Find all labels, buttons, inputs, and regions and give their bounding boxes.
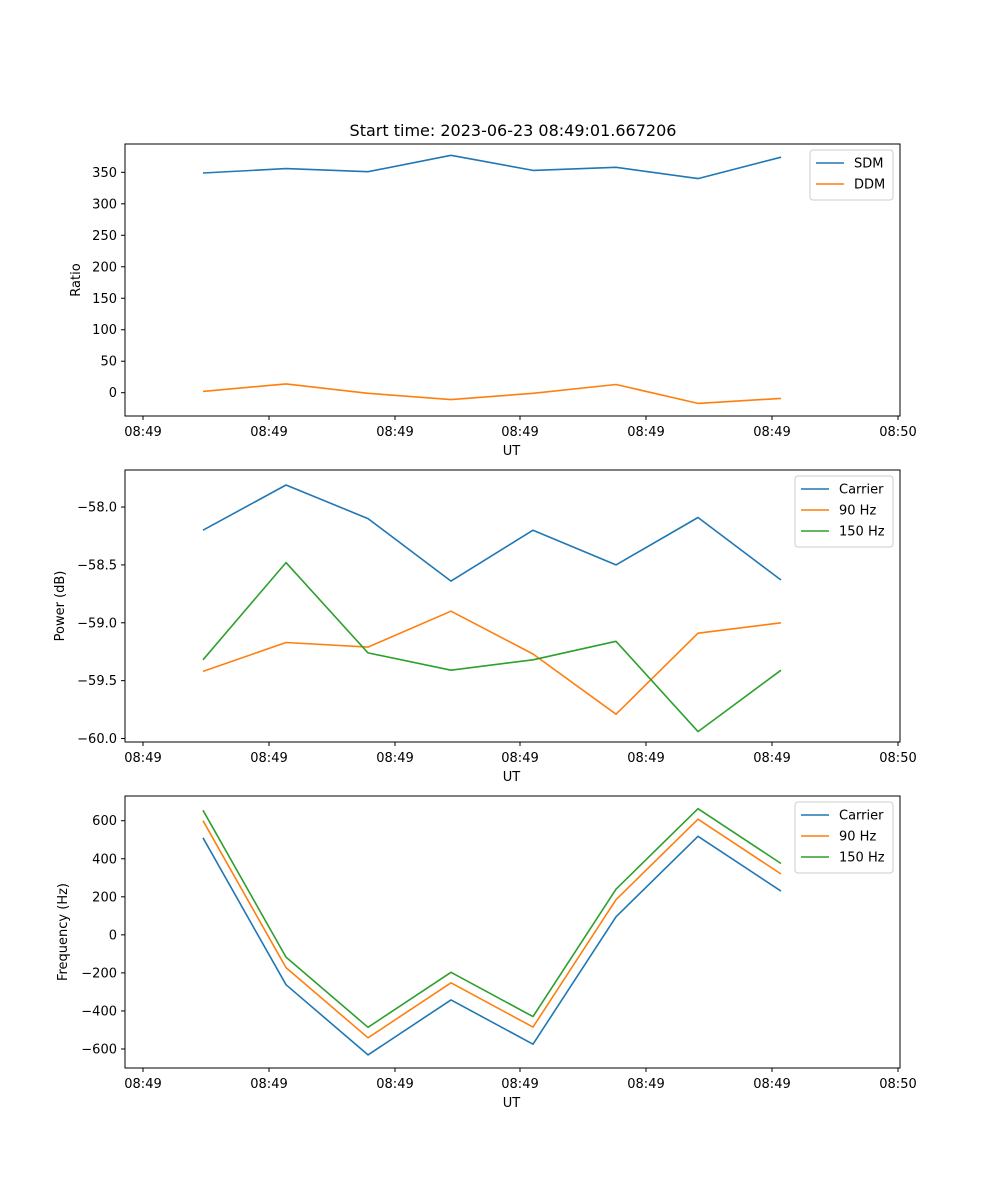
x-tick-label: 08:49 — [376, 751, 413, 766]
legend-label: Carrier — [839, 809, 884, 824]
y-tick-label: −400 — [81, 1004, 117, 1019]
y-tick-label: 0 — [109, 386, 117, 401]
y-axis-label: Ratio — [69, 263, 84, 296]
y-tick-label: 50 — [100, 355, 117, 370]
legend-box — [794, 801, 894, 874]
x-tick-label: 08:49 — [627, 425, 664, 440]
x-tick-label: 08:49 — [376, 425, 413, 440]
x-tick-label: 08:49 — [250, 751, 287, 766]
x-tick-label: 08:49 — [124, 1077, 161, 1092]
y-tick-label: −59.0 — [77, 616, 117, 631]
y-tick-label: 0 — [109, 928, 117, 943]
x-tick-label: 08:49 — [753, 425, 790, 440]
x-tick-label: 08:49 — [501, 751, 538, 766]
y-tick-label: 400 — [92, 852, 117, 867]
x-tick-label: 08:49 — [250, 1077, 287, 1092]
plot-frame — [124, 143, 901, 417]
legend-label: DDM — [854, 178, 885, 193]
legend-label: 90 Hz — [839, 504, 876, 519]
x-tick-label: 08:49 — [753, 1077, 790, 1092]
series-line-150-hz — [202, 561, 782, 733]
legend-label: SDM — [854, 157, 883, 172]
y-tick-label: −200 — [81, 966, 117, 981]
legend: Carrier 90 Hz 150 Hz — [794, 801, 894, 874]
plot-frame — [124, 469, 901, 743]
x-tick-label: 08:49 — [501, 425, 538, 440]
x-tick-label: 08:49 — [250, 425, 287, 440]
series-line-carrier — [202, 484, 782, 582]
y-axis-label: Power (dB) — [53, 571, 68, 642]
x-tick-label: 08:49 — [376, 1077, 413, 1092]
x-tick-label: 08:49 — [124, 751, 161, 766]
y-tick-label: −58.0 — [77, 501, 117, 516]
x-tick-label: 08:49 — [627, 1077, 664, 1092]
chart-title: Start time: 2023-06-23 08:49:01.667206 — [350, 121, 677, 140]
series-line-90-hz — [202, 818, 782, 1039]
chart-panel-2: 08:49 08:49 08:49 08:49 08:49 08:49 08:50 −60.0… — [53, 469, 917, 785]
y-axis-label: Frequency (Hz) — [56, 883, 71, 981]
x-tick-label: 08:50 — [879, 751, 916, 766]
y-tick-label: −58.5 — [77, 558, 117, 573]
y-tick-label: −600 — [81, 1042, 117, 1057]
y-tick-label: −60.0 — [77, 732, 117, 747]
series-line-ddm — [202, 383, 782, 405]
legend: SDM DDM — [809, 149, 894, 201]
legend-box — [794, 475, 894, 548]
y-tick-label: 300 — [92, 197, 117, 212]
chart-panel-1: 08:49 08:49 08:49 08:49 08:49 08:49 08:50 0 50 10… — [69, 143, 917, 459]
y-tick-label: −59.5 — [77, 674, 117, 689]
legend-label: 90 Hz — [839, 830, 876, 845]
y-tick-label: 250 — [92, 229, 117, 244]
y-tick-label: 600 — [92, 814, 117, 829]
legend-label: 150 Hz — [839, 851, 885, 866]
chart-panel-3: 08:49 08:49 08:49 08:49 08:49 08:49 08:50 −600 −… — [56, 795, 917, 1111]
series-line-carrier — [202, 835, 782, 1056]
series-line-150-hz — [202, 807, 782, 1029]
y-tick-label: 150 — [92, 292, 117, 307]
x-tick-label: 08:49 — [501, 1077, 538, 1092]
y-tick-label: 200 — [92, 890, 117, 905]
series-line-90-hz — [202, 610, 782, 716]
x-axis-label: UT — [503, 1096, 521, 1111]
legend: Carrier 90 Hz 150 Hz — [794, 475, 894, 548]
x-tick-label: 08:49 — [124, 425, 161, 440]
series-line-sdm — [202, 154, 782, 180]
y-tick-label: 350 — [92, 166, 117, 181]
legend-label: 150 Hz — [839, 525, 885, 540]
x-tick-label: 08:49 — [753, 751, 790, 766]
y-tick-label: 200 — [92, 260, 117, 275]
x-axis-label: UT — [503, 770, 521, 785]
y-tick-label: 100 — [92, 323, 117, 338]
x-axis-label: UT — [503, 444, 521, 459]
plot-frame — [124, 795, 901, 1069]
x-tick-label: 08:50 — [879, 1077, 916, 1092]
x-tick-label: 08:49 — [627, 751, 664, 766]
legend-label: Carrier — [839, 483, 884, 498]
x-tick-label: 08:50 — [879, 425, 916, 440]
